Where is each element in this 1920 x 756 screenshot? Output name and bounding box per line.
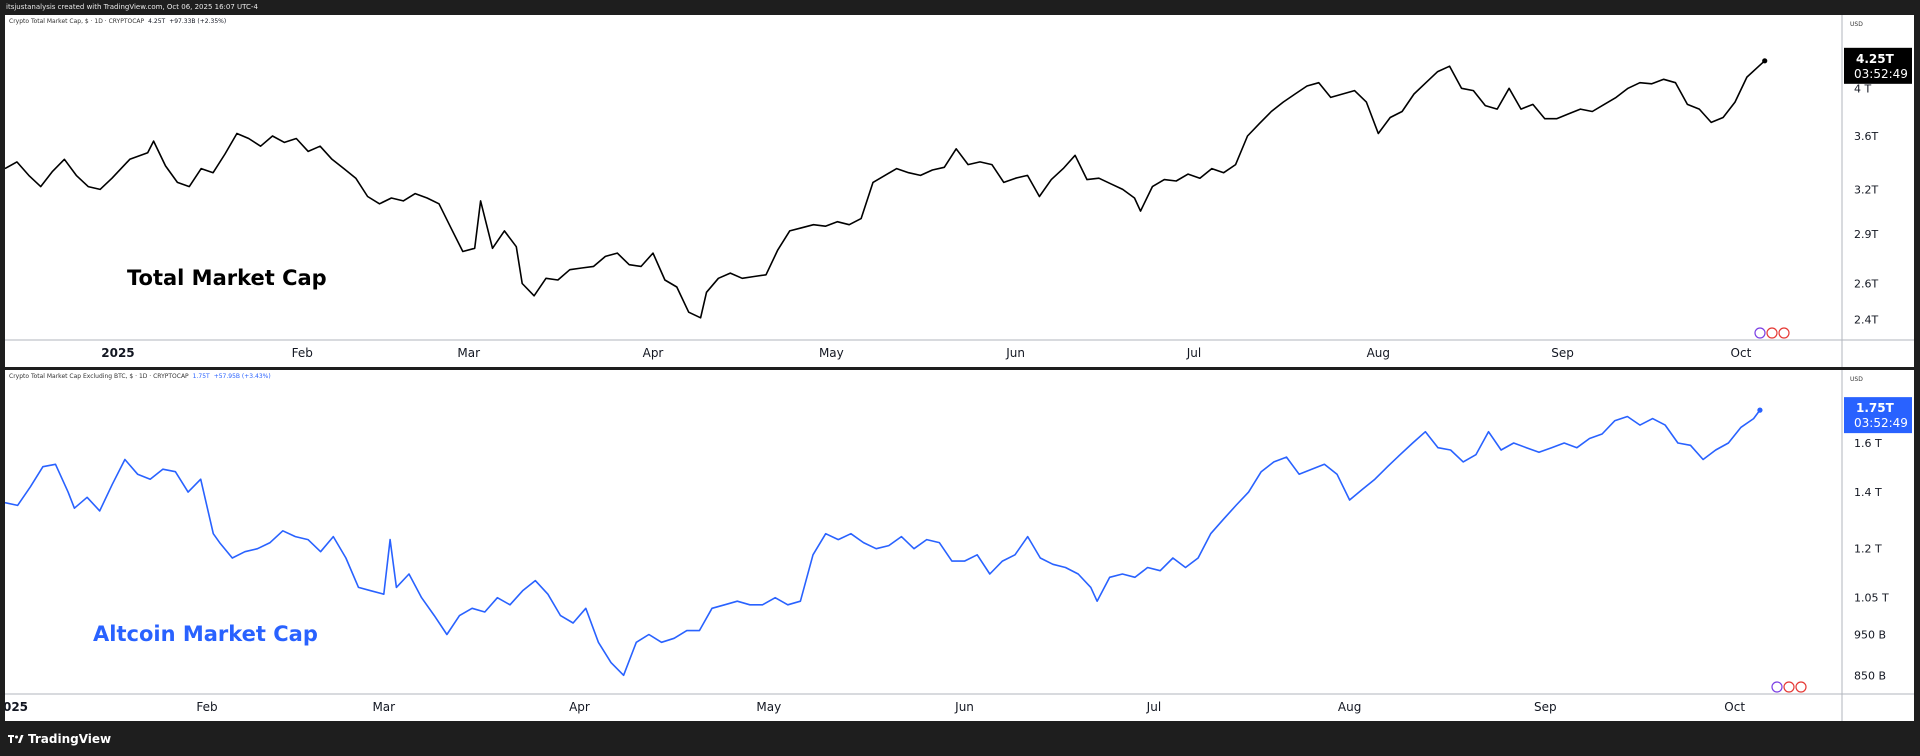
currency-label: USD (1850, 376, 1863, 383)
y-tick-label: 850 B (1854, 669, 1886, 682)
x-tick-label: Jun (1005, 346, 1025, 360)
flag-icon (1778, 327, 1790, 339)
y-tick-label: 950 B (1854, 628, 1886, 641)
y-tick-label: 1.05 T (1854, 592, 1889, 605)
y-tick-label: 1.2 T (1854, 543, 1882, 556)
legend-symbol: Crypto Total Market Cap, $ · 1D · CRYPTO… (9, 18, 145, 25)
series-line (5, 409, 1761, 677)
countdown-label: 03:52:49 (1854, 416, 1908, 430)
footer: TradingView (0, 721, 1920, 756)
last-price-dot (1757, 407, 1763, 413)
total-market-cap-chart[interactable]: Crypto Total Market Cap, $ · 1D · CRYPTO… (5, 15, 1914, 367)
x-tick-label: May (819, 346, 844, 360)
x-tick-label: Oct (1731, 346, 1752, 360)
y-tick-label: 2.6T (1854, 277, 1878, 290)
tradingview-logo-icon (8, 735, 24, 743)
x-tick-label: Jul (1186, 346, 1201, 360)
flag-icon (1795, 681, 1807, 693)
y-tick-label: 1.6 T (1854, 437, 1882, 450)
x-tick-label: Sep (1551, 346, 1574, 360)
legend-change: +57.95B (+3.43%) (214, 373, 271, 380)
altcoin-market-cap-chart[interactable]: Crypto Total Market Cap Excluding BTC, $… (5, 370, 1914, 721)
price-label-box (1844, 47, 1912, 84)
flag-icon (1766, 327, 1778, 339)
currency-label: USD (1850, 21, 1863, 28)
total-market-cap-panel[interactable]: Crypto Total Market Cap, $ · 1D · CRYPTO… (5, 15, 1914, 367)
x-tick-label: Mar (457, 346, 480, 360)
x-tick-label: 2025 (5, 700, 28, 714)
series-line (5, 60, 1766, 319)
y-tick-label: 2.4T (1854, 314, 1878, 327)
y-tick-label: 1.4 T (1854, 486, 1882, 499)
x-tick-label: 2025 (101, 346, 134, 360)
price-label: 1.75T (1856, 401, 1895, 415)
x-tick-label: Feb (196, 700, 217, 714)
tradingview-brand[interactable]: TradingView (8, 732, 111, 746)
x-tick-label: Jul (1146, 700, 1161, 714)
x-tick-label: Apr (643, 346, 664, 360)
legend: Crypto Total Market Cap Excluding BTC, $… (9, 373, 271, 380)
x-tick-label: Mar (372, 700, 395, 714)
lightning-icon (1771, 681, 1783, 693)
header-caption-text: itsjustanalysis created with TradingView… (6, 3, 258, 11)
price-label: 4.25T (1856, 52, 1895, 66)
countdown-label: 03:52:49 (1854, 67, 1908, 81)
x-tick-label: Aug (1338, 700, 1361, 714)
legend-last: 1.75T (193, 373, 210, 380)
legend-symbol: Crypto Total Market Cap Excluding BTC, $… (9, 373, 189, 380)
x-tick-label: Sep (1534, 700, 1557, 714)
lightning-icon (1754, 327, 1766, 339)
legend: Crypto Total Market Cap, $ · 1D · CRYPTO… (9, 18, 226, 25)
y-tick-label: 3.2T (1854, 183, 1878, 196)
legend-last: 4.25T (148, 18, 165, 25)
header-caption: itsjustanalysis created with TradingView… (0, 0, 1920, 15)
price-label-box (1844, 397, 1912, 434)
x-tick-label: Aug (1367, 346, 1390, 360)
x-tick-label: Jun (954, 700, 974, 714)
y-tick-label: 4 T (1854, 82, 1871, 95)
y-tick-label: 3.6T (1854, 130, 1878, 143)
altcoin-market-cap-panel[interactable]: Crypto Total Market Cap Excluding BTC, $… (5, 370, 1914, 721)
x-tick-label: Apr (569, 700, 590, 714)
chart-annotation: Total Market Cap (127, 266, 327, 290)
chart-annotation: Altcoin Market Cap (93, 622, 318, 646)
last-price-dot (1762, 58, 1768, 64)
flag-icon (1783, 681, 1795, 693)
x-tick-label: Feb (292, 346, 313, 360)
legend-change: +97.33B (+2.35%) (169, 18, 226, 25)
x-tick-label: May (756, 700, 781, 714)
x-tick-label: Oct (1724, 700, 1745, 714)
brand-name: TradingView (28, 732, 112, 746)
y-tick-label: 2.9T (1854, 228, 1878, 241)
